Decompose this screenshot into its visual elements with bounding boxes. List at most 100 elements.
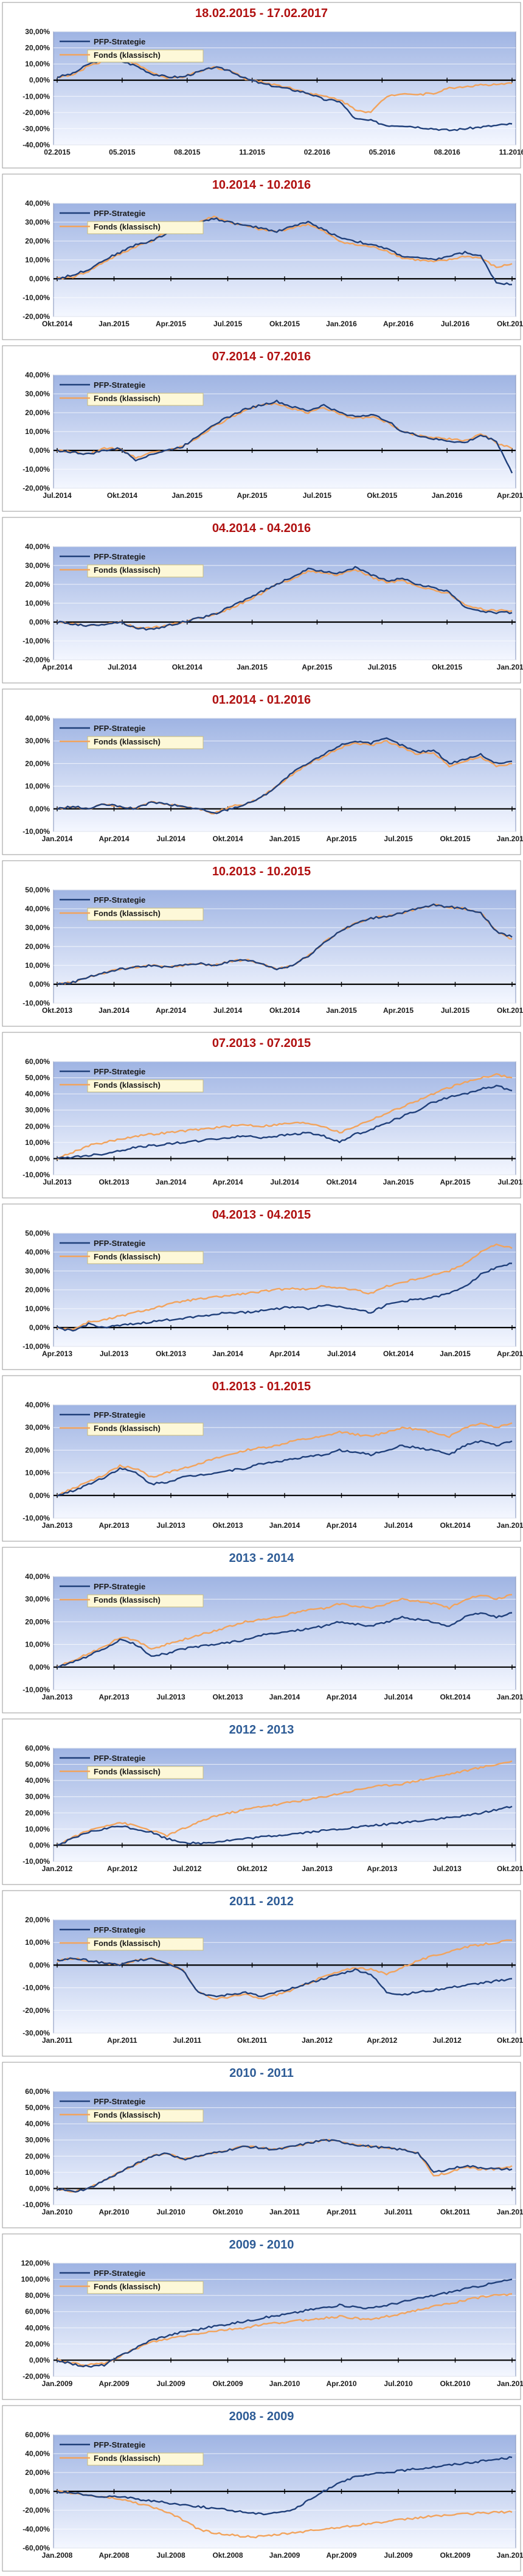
series-line-strategy (57, 57, 513, 131)
x-tick-label: Okt.2009 (212, 2379, 243, 2388)
legend: PFP-Strategie Fonds (klassisch) (60, 1582, 204, 1608)
x-tick-label: Okt.2015 (432, 663, 462, 671)
x-tick-label: Apr.2010 (99, 2208, 129, 2216)
y-tick-label: 20,00% (25, 1446, 50, 1454)
series-line-strategy (57, 1957, 513, 1998)
chart-panel: 2011 - 2012 -30,00% -20,00% -10,00% 0,00% 10,… (0, 1888, 523, 2060)
legend: PFP-Strategie Fonds (klassisch) (60, 1067, 204, 1093)
y-tick-label: 0,00% (29, 1663, 50, 1671)
x-tick-label: Jan.2008 (42, 2551, 73, 2560)
plot-area (53, 718, 516, 832)
y-tick-label: 0,00% (29, 446, 50, 455)
series-line-fund (57, 569, 513, 629)
legend-box (87, 221, 204, 234)
x-tick-label: Apr.2016 (497, 491, 523, 500)
y-tick-label: 10,00% (25, 1138, 50, 1147)
y-tick-label: -10,00% (23, 1685, 50, 1694)
x-tick-label: Apr.2015 (302, 663, 332, 671)
x-tick-label: Apr.2012 (367, 2036, 397, 2045)
x-tick-label: Jan.2011 (269, 2208, 300, 2216)
legend: PFP-Strategie Fonds (klassisch) (60, 552, 204, 578)
legend-label: PFP-Strategie (94, 209, 145, 218)
x-tick-label: Okt.2013 (156, 1349, 186, 1358)
x-tick-label: Okt.2008 (212, 2551, 243, 2560)
x-tick-label: Jul.2015 (441, 1006, 470, 1015)
series-line-strategy (57, 2278, 513, 2368)
y-tick-label: -10,00% (23, 293, 50, 302)
y-tick-label: 40,00% (25, 1248, 50, 1256)
x-tick-label: Jan.2015 (171, 491, 203, 500)
series-line-strategy (57, 1440, 513, 1497)
x-tick-label: Apr.2015 (497, 1349, 523, 1358)
x-tick-label: Apr.2015 (237, 491, 268, 500)
y-tick-label: 50,00% (25, 1074, 50, 1082)
series-line-fund (57, 1243, 513, 1331)
x-tick-label: Okt.2014 (42, 320, 72, 328)
x-tick-label: Apr.2009 (99, 2379, 129, 2388)
y-tick-label: 30,00% (25, 2136, 50, 2144)
series-line-strategy (57, 565, 513, 631)
chart-panel: 18.02.2015 - 17.02.2017 -40,00% -30,00% -20… (0, 0, 523, 172)
x-tick-label: Jul.2014 (327, 1349, 356, 1358)
series-line-fund (57, 2490, 513, 2539)
x-tick-label: Jul.2014 (270, 1178, 299, 1186)
legend-label: PFP-Strategie (94, 1582, 145, 1591)
x-tick-label: Jul.2013 (43, 1178, 72, 1186)
x-tick-label: Okt.2013 (212, 1693, 243, 1701)
legend-label: PFP-Strategie (94, 1239, 145, 1248)
chart-title: 04.2014 - 04.2016 (212, 522, 311, 535)
y-tick-label: -10,00% (23, 637, 50, 645)
series-line-strategy (57, 1805, 513, 1846)
plot-area (53, 1404, 516, 1519)
series-line-strategy (57, 399, 513, 474)
legend-label: Fonds (klassisch) (94, 737, 161, 746)
legend-label: PFP-Strategie (94, 2269, 145, 2278)
x-tick-label: Jul.2015 (368, 663, 397, 671)
legend-box (87, 1594, 204, 1608)
y-tick-label: 0,00% (29, 618, 50, 626)
y-tick-label: 30,00% (25, 561, 50, 570)
legend-label: Fonds (klassisch) (94, 1080, 161, 1090)
y-tick-label: 40,00% (25, 2449, 50, 2458)
y-tick-label: 0,00% (29, 1323, 50, 1332)
y-tick-label: 20,00% (25, 1916, 50, 1924)
legend-label: Fonds (klassisch) (94, 2110, 161, 2119)
chart-title: 10.2014 - 10.2016 (212, 178, 311, 192)
x-tick-label: Jan.2012 (497, 2208, 523, 2216)
series-line-fund (57, 215, 513, 280)
y-tick-label: 20,00% (25, 1122, 50, 1130)
legend-label: PFP-Strategie (94, 724, 145, 733)
legend-label: Fonds (klassisch) (94, 51, 161, 60)
x-tick-label: Okt.2010 (212, 2208, 243, 2216)
series-line-strategy (57, 217, 513, 285)
y-tick-label: 20,00% (25, 2152, 50, 2160)
y-tick-label: 10,00% (25, 2168, 50, 2177)
y-tick-label: 50,00% (25, 1229, 50, 1237)
x-tick-label: Jan.2016 (497, 835, 523, 843)
chart-panel: 2013 - 2014 -10,00% 0,00% 10,00% 20,00% 30,00… (0, 1545, 523, 1717)
line-chart: 01.2013 - 01.2015 -10,00% 0,00% 10,00% 20,00… (2, 1375, 523, 1542)
y-tick-label: 10,00% (25, 1825, 50, 1833)
y-tick-label: 0,00% (29, 2184, 50, 2193)
chart-panel: 2010 - 2011 -10,00% 0,00% 10,00% 20,00% 30,00… (0, 2060, 523, 2231)
y-tick-label: -10,00% (23, 1857, 50, 1866)
y-tick-label: 60,00% (25, 1744, 50, 1752)
chart-title: 18.02.2015 - 17.02.2017 (195, 7, 328, 20)
x-tick-label: Jul.2016 (441, 320, 470, 328)
y-tick-label: -20,00% (23, 656, 50, 664)
y-tick-label: -20,00% (23, 108, 50, 117)
x-tick-label: Okt.2012 (497, 2036, 523, 2045)
x-tick-label: Jan.2016 (432, 491, 463, 500)
line-chart: 01.2014 - 01.2016 -10,00% 0,00% 10,00% 20,00… (2, 688, 523, 855)
x-tick-label: Apr.2008 (99, 2551, 129, 2560)
y-tick-label: 0,00% (29, 275, 50, 283)
x-tick-label: Jan.2014 (99, 1006, 130, 1015)
x-tick-label: Jul.2014 (213, 1006, 243, 1015)
legend-label: PFP-Strategie (94, 1754, 145, 1763)
x-tick-label: Apr.2013 (42, 1349, 72, 1358)
x-tick-label: Okt.2014 (212, 835, 243, 843)
series-line-strategy (57, 903, 513, 985)
y-tick-label: 60,00% (25, 1057, 50, 1066)
y-tick-label: 0,00% (29, 2487, 50, 2496)
y-tick-label: 10,00% (25, 782, 50, 791)
